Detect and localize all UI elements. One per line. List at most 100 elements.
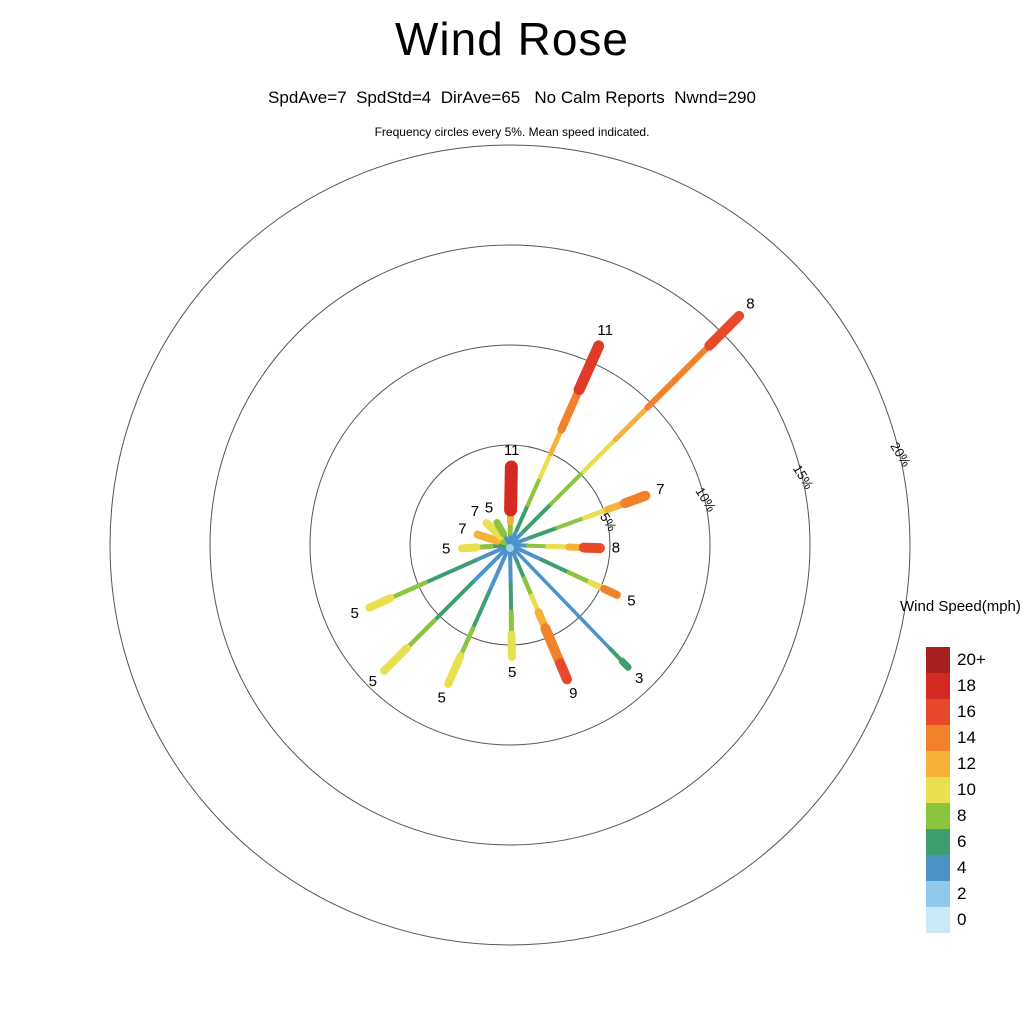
spoke-segment [432,580,475,623]
spoke-mean-speed-label: 5 [627,593,635,610]
spoke-segment [508,543,545,562]
spoke-segment [548,426,564,456]
legend-label: 14 [957,728,976,747]
legend-row: 18 [926,673,1021,699]
spoke-segment [537,451,554,480]
spoke-mean-speed-label: 9 [569,685,577,702]
legend-swatch [926,673,950,699]
spoke-segment [573,340,605,396]
center-dot [506,544,514,552]
spoke-segment [508,543,613,651]
legend-label: 18 [957,676,976,695]
spoke-mean-speed-label: 11 [597,322,613,339]
legend-swatch [926,647,950,673]
spoke-mean-speed-label: 11 [504,442,520,459]
spoke-segment [704,310,745,351]
legend-swatch [926,803,950,829]
spoke-segment [522,576,534,599]
spoke-segment [581,507,610,521]
spoke-segment [380,644,411,675]
spoke-segment [578,542,605,554]
wind-spoke: 9 [508,543,577,702]
legend-row: 6 [926,829,1021,855]
legend-label: 12 [957,754,976,773]
spoke-segment [600,584,621,599]
frequency-ring [109,144,911,946]
legend-label: 6 [957,832,967,851]
spoke-mean-speed-label: 7 [458,521,466,538]
wind-spoke: 8 [508,540,620,557]
spoke-segment [482,519,505,541]
legend-swatch [926,751,950,777]
legend-row: 12 [926,751,1021,777]
legend-label: 10 [957,780,976,799]
spoke-segment [458,543,481,553]
spoke-segment [514,559,527,581]
legend-swatch [926,829,950,855]
wind-spoke: 5 [508,543,636,610]
legend-swatch [926,725,950,751]
wind-spoke: 5 [442,540,512,557]
wind-spoke: 11 [504,442,520,547]
ring-label: 15% [790,462,817,492]
spoke-mean-speed-label: 7 [471,503,479,520]
spoke-segment [555,658,573,685]
spoke-segment [555,515,587,530]
spoke-mean-speed-label: 5 [508,664,516,681]
spoke-segment [472,543,512,563]
spoke-mean-speed-label: 5 [437,689,445,706]
spoke-segment [493,518,507,538]
legend-swatch [926,907,950,933]
wind-spoke: 8 [508,296,755,547]
spoke-segment [549,469,586,506]
spoke-segment [525,475,543,508]
wind-spoke: 5 [351,543,512,622]
frequency-ring [309,344,711,746]
spoke-mean-speed-label: 8 [746,296,754,313]
spoke-segment [470,543,512,585]
legend-swatch [926,881,950,907]
spoke-segment [404,618,437,651]
legend-label: 20+ [957,650,986,669]
wind-speed-legend: Wind Speed(mph) 20+ 18 16 14 12 10 8 6 4 2 0 [900,598,1021,933]
spoke-mean-speed-label: 7 [656,481,664,498]
spoke-segment [540,557,571,575]
spoke-segment [504,460,518,517]
spoke-segment [557,385,584,434]
ring-label: 10% [693,484,720,514]
legend-swatch [926,699,950,725]
spoke-segment [515,503,530,532]
ring-label: 20% [887,439,914,469]
spoke-segment [458,626,476,659]
spoke-segment [525,543,550,549]
legend-row: 14 [926,725,1021,751]
spoke-segment [470,591,491,631]
legend-label: 2 [957,884,967,903]
spoke-mean-speed-label: 5 [485,500,493,517]
page-title: Wind Rose [395,13,629,65]
wind-spoke: 5 [485,500,512,547]
legend-label: 0 [957,910,967,929]
spoke-segment [473,530,502,545]
frequency-ring [209,244,811,846]
spoke-mean-speed-label: 5 [351,605,359,622]
legend-row: 10 [926,777,1021,803]
spoke-segment [618,657,632,671]
spoke-segment [566,570,593,585]
wind-spoke: 3 [508,543,643,687]
spoke-mean-speed-label: 5 [442,540,450,557]
legend-label: 4 [957,858,967,877]
legend-row: 8 [926,803,1021,829]
spoke-segment [612,405,650,443]
spoke-segment [540,623,566,669]
spoke-segment [581,437,618,474]
frequency-note: Frequency circles every 5%. Mean speed i… [374,125,650,139]
stats-subtitle: SpdAve=7 SpdStd=4 DirAve=65 No Calm Repo… [268,88,756,107]
spoke-mean-speed-label: 5 [369,673,377,690]
legend-colorbar: 20+ 18 16 14 12 10 8 6 4 2 0 [926,647,1021,933]
spoke-segment [521,501,554,534]
legend-row: 2 [926,881,1021,907]
legend-label: 8 [957,806,967,825]
